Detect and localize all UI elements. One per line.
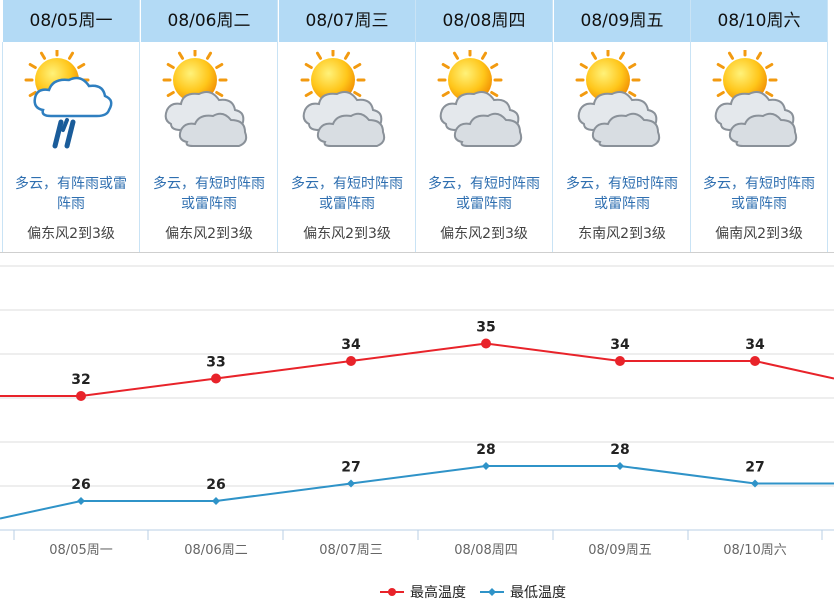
high-temp-label: 33: [206, 355, 225, 371]
sun-cloud-icon: [574, 47, 670, 166]
weather-description-line1: 多云，有短时阵雨: [291, 176, 403, 192]
x-tick-label: 08/08周四: [454, 543, 517, 558]
low-temp-label: 27: [341, 460, 360, 476]
wind-info: 偏东风2到3级: [303, 226, 391, 242]
forecast-day-6: 08/10周六 多云，有短时阵雨 或雷阵雨 偏南风2到3级: [691, 0, 828, 252]
weather-description-line2: 或雷阵雨: [181, 196, 237, 212]
weather-description-line1: 多云，有短时阵雨: [703, 176, 815, 192]
legend-high-marker-icon: [380, 588, 404, 596]
day-header-date: 08/06周二: [141, 0, 277, 42]
low-temp-point: [616, 462, 624, 470]
divider: [0, 252, 834, 253]
high-temp-point: [615, 356, 625, 366]
weather-description-line2: 或雷阵雨: [456, 196, 512, 212]
forecast-day-4: 08/08周四 多云，有短时阵雨 或雷阵雨 偏东风2到3级: [416, 0, 553, 252]
wind-info: 偏南风2到3级: [715, 226, 803, 242]
high-temp-label: 34: [745, 337, 765, 353]
weather-description-line1: 多云，有短时阵雨: [153, 176, 265, 192]
day-header-date: 08/08周四: [416, 0, 552, 42]
low-temp-point: [751, 479, 759, 488]
wind-info: 偏东风2到3级: [165, 226, 253, 242]
low-temp-label: 28: [476, 442, 495, 458]
day-header-date: 08/05周一: [3, 0, 139, 42]
wind-info: 东南风2到3级: [578, 226, 666, 242]
weather-description-line2: 阵雨: [57, 196, 85, 212]
forecast-day-3: 08/07周三 多云，有短时阵雨 或雷阵雨 偏东风2到3级: [279, 0, 416, 252]
forecast-day-1: 08/05周一 多云，有阵雨或雷 阵雨 偏东风2到3级: [3, 0, 140, 252]
chart-legend: 最高温度 最低温度: [380, 580, 566, 604]
series-line-high: [0, 342, 834, 397]
weather-description-line1: 多云，有阵雨或雷: [15, 176, 127, 192]
weather-description-line1: 多云，有短时阵雨: [566, 176, 678, 192]
sun-cloud-icon: [436, 47, 532, 166]
weather-description: 多云，有短时阵雨 或雷阵雨: [143, 174, 275, 214]
weather-description: 多云，有短时阵雨 或雷阵雨: [418, 174, 550, 214]
x-tick-label: 08/09周五: [588, 543, 651, 558]
low-temp-label: 26: [71, 477, 90, 493]
high-temp-point: [481, 338, 491, 349]
day-header-date: 08/09周五: [554, 0, 690, 42]
high-temp-point: [750, 356, 760, 366]
sun-cloud-icon: [711, 47, 807, 166]
wind-info: 偏东风2到3级: [440, 226, 528, 242]
high-temp-label: 32: [71, 372, 90, 388]
weather-description: 多云，有阵雨或雷 阵雨: [5, 174, 137, 214]
low-temp-point: [77, 497, 85, 505]
forecast-panel: 08/05周一 多云，有阵雨或雷 阵雨 偏东风2到3级 08/06周二 多云，有短时阵雨或…: [0, 0, 834, 252]
legend-item-high[interactable]: 最高温度: [380, 582, 466, 602]
high-temp-point: [346, 356, 356, 366]
day-header-date: 08/07周三: [279, 0, 415, 42]
high-temp-label: 34: [610, 337, 630, 353]
high-temp-point: [76, 391, 86, 401]
weather-description-line2: 或雷阵雨: [731, 196, 787, 212]
low-temp-label: 28: [610, 442, 629, 458]
low-temp-label: 26: [206, 477, 225, 493]
weather-description: 多云，有短时阵雨 或雷阵雨: [693, 174, 825, 214]
x-tick-label: 08/07周三: [319, 543, 382, 558]
legend-item-low[interactable]: 最低温度: [480, 582, 566, 602]
weather-description-line2: 或雷阵雨: [594, 196, 650, 212]
weather-description-line1: 多云，有短时阵雨: [428, 176, 540, 192]
legend-low-label: 最低温度: [510, 585, 566, 601]
column-border: [2, 42, 3, 252]
day-header-date: 08/10周六: [691, 0, 827, 42]
legend-low-marker-icon: [480, 588, 504, 596]
high-temp-label: 35: [476, 320, 495, 336]
high-temp-point: [211, 373, 221, 384]
forecast-day-5: 08/09周五 多云，有短时阵雨 或雷阵雨 东南风2到3级: [554, 0, 691, 252]
high-temp-label: 34: [341, 337, 361, 353]
x-tick-label: 08/10周六: [723, 543, 786, 558]
series-line-low: [0, 465, 834, 520]
low-temp-point: [347, 479, 355, 488]
low-temp-point: [482, 462, 490, 470]
weather-description-line2: 或雷阵雨: [319, 196, 375, 212]
temperature-chart: 08/05周一 08/06周二 08/07周三 08/08周四 08/09周五 08/10…: [0, 265, 834, 558]
weather-description: 多云，有短时阵雨 或雷阵雨: [281, 174, 413, 214]
low-temp-label: 27: [745, 460, 764, 476]
wind-info: 偏东风2到3级: [27, 226, 115, 242]
weather-description: 多云，有短时阵雨 或雷阵雨: [556, 174, 688, 214]
low-temp-point: [212, 497, 220, 505]
legend-high-label: 最高温度: [410, 585, 466, 601]
sun-cloud-icon: [161, 47, 257, 166]
x-tick-label: 08/06周二: [184, 543, 247, 558]
x-tick-label: 08/05周一: [49, 543, 112, 558]
sun-cloud-thunder-rain-icon: [23, 47, 119, 166]
sun-cloud-icon: [299, 47, 395, 166]
forecast-day-2: 08/06周二 多云，有短时阵雨 或雷阵雨 偏东风2到3级: [141, 0, 278, 252]
